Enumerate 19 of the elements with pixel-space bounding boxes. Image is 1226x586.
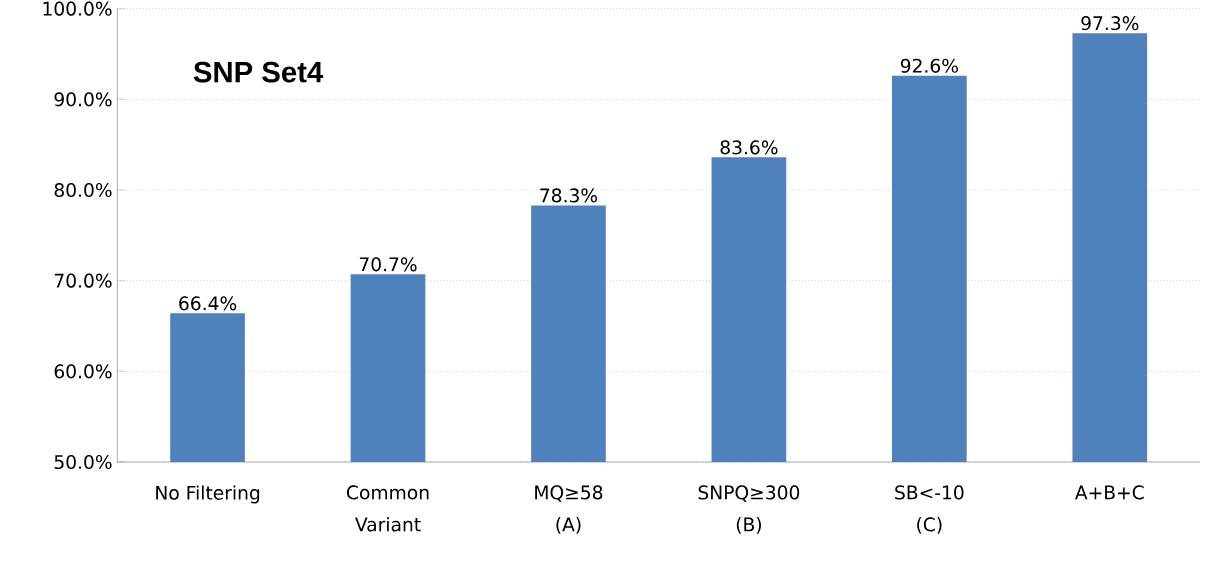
y-tick-label: 70.0% — [54, 273, 112, 288]
x-tick-label: No Filtering — [156, 485, 260, 504]
x-tick-label: Common Variant — [347, 485, 429, 532]
y-tick-label: 50.0% — [54, 454, 112, 470]
x-tick-label: SB<-10 (C) — [895, 485, 964, 534]
y-tick-label: 100.0% — [43, 1, 112, 16]
y-tick-label: 60.0% — [54, 364, 112, 379]
x-tick-label: SNPQ≥300 (B) — [698, 485, 800, 534]
data-label: 97.3% — [1081, 16, 1139, 31]
data-label: 78.3% — [540, 188, 598, 203]
y-tick-label: 90.0% — [54, 92, 112, 107]
text: SNP Set4 — [193, 61, 324, 83]
data-label: 66.4% — [179, 296, 237, 311]
data-label: 70.7% — [359, 257, 417, 272]
y-tick-label: 80.0% — [54, 182, 112, 198]
x-tick-label: A+B+C — [1074, 485, 1144, 500]
data-label: 83.6% — [720, 140, 778, 155]
x-tick-label: MQ≥58 (A) — [535, 485, 603, 534]
data-label: 92.6% — [900, 58, 958, 73]
